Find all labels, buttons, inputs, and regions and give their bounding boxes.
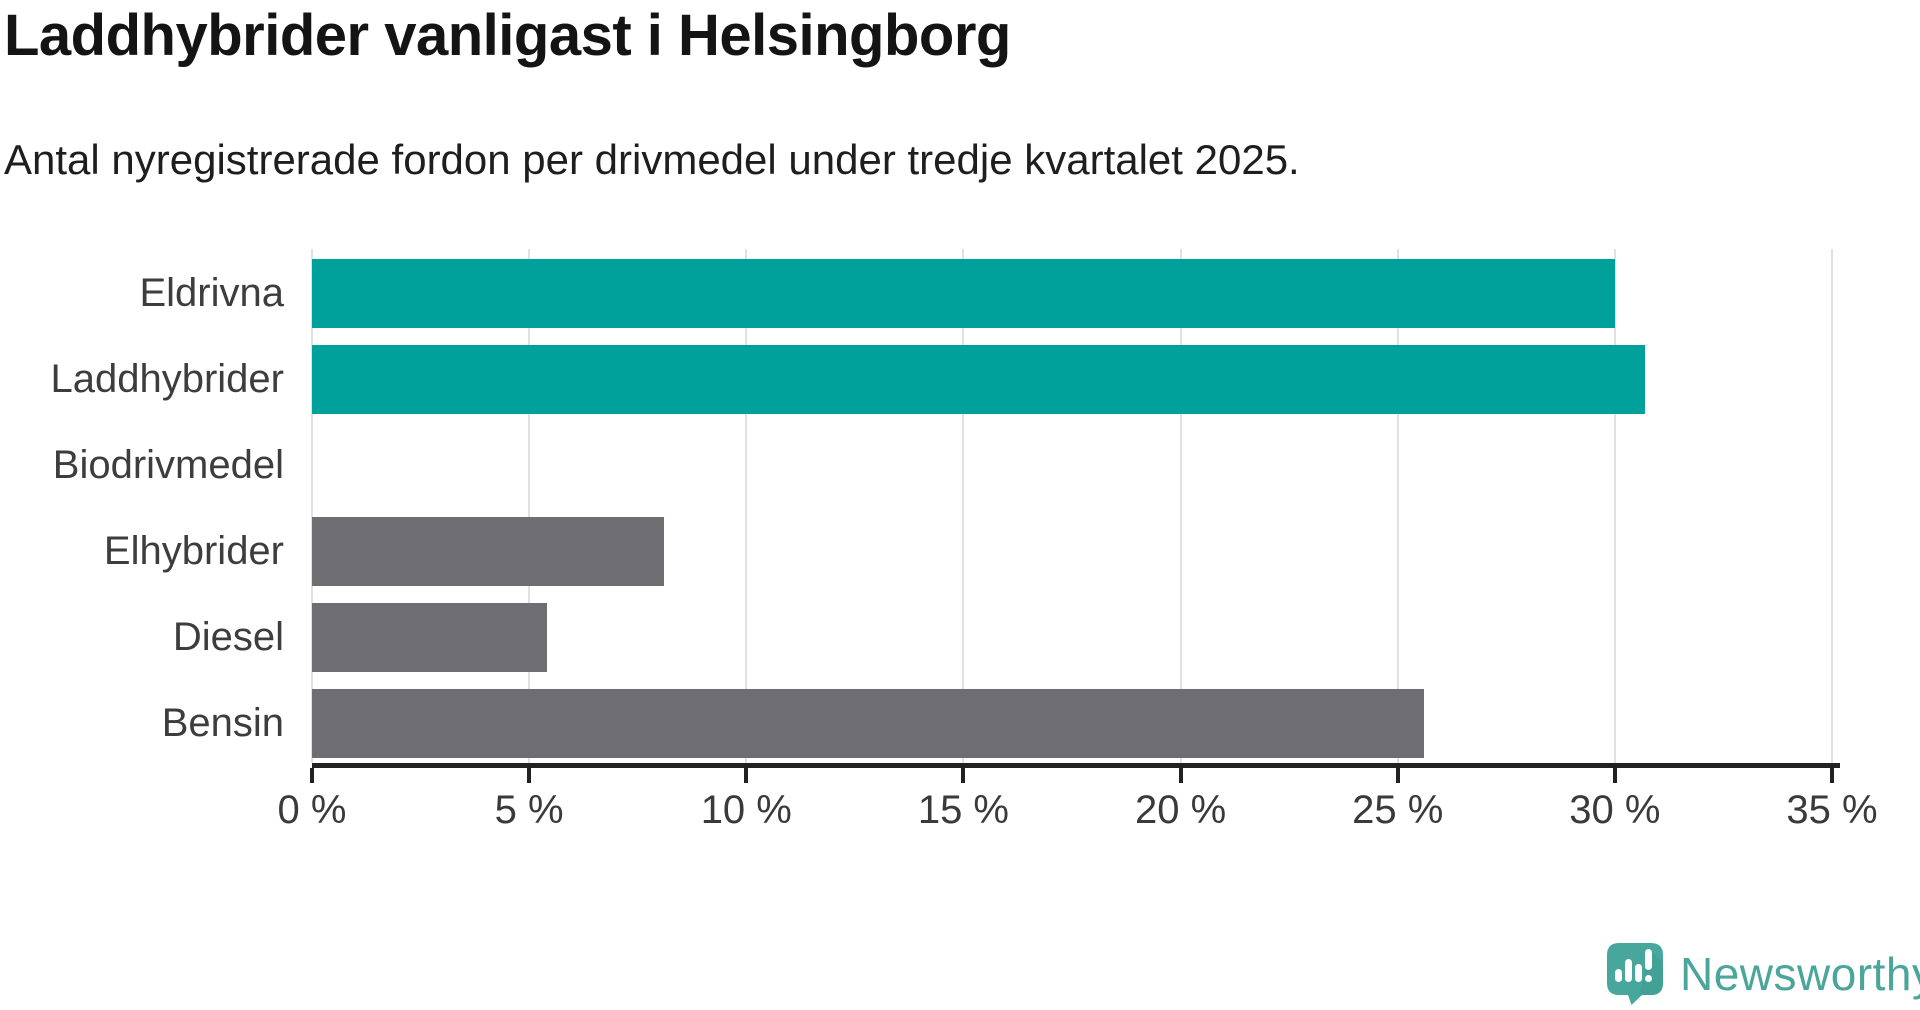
gridline (1179, 249, 1182, 763)
gridline (1613, 249, 1616, 763)
x-tick-mark (1178, 768, 1183, 783)
x-tick-label: 35 % (1786, 788, 1878, 832)
bar-laddhybrider (312, 345, 1646, 414)
logo-bubble-shade (1639, 951, 1663, 995)
x-tick-label: 15 % (917, 788, 1009, 832)
category-labels: Eldrivna Laddhybrider Biodrivmedel Elhybrid… (0, 0, 285, 1010)
x-tick-label: 25 % (1352, 788, 1444, 832)
x-tick-mark (527, 768, 532, 783)
gridline (1396, 249, 1399, 763)
x-tick-mark (744, 768, 749, 783)
logo-exclamation-dot (1645, 975, 1652, 982)
category-label: Laddhybrider (50, 357, 285, 401)
gridline (528, 249, 531, 763)
logo-bar-2 (1625, 959, 1632, 982)
newsworthy-logo-text: Newsworthy (1680, 948, 1920, 1000)
bar-diesel (312, 603, 547, 672)
x-tick-mark (1395, 768, 1400, 783)
chart-title: Laddhybrider vanligast i Helsingborg (4, 3, 1011, 68)
bar-bensin (312, 689, 1424, 758)
bar-eldrivna (312, 259, 1615, 328)
category-label: Elhybrider (103, 529, 284, 573)
x-tick-label: 5 % (494, 788, 564, 832)
plot-area (311, 249, 1833, 763)
gridline (745, 249, 748, 763)
x-tick-mark (961, 768, 966, 783)
x-tick-mark (310, 768, 314, 783)
x-tick-mark (1612, 768, 1617, 783)
logo-exclamation-stem (1645, 949, 1652, 970)
bar-elhybrider (312, 517, 664, 586)
gridline (1831, 249, 1833, 763)
x-tick-label: 30 % (1569, 788, 1661, 832)
category-label: Diesel (172, 615, 284, 659)
category-label: Biodrivmedel (52, 443, 284, 487)
x-tick-label: 20 % (1134, 788, 1227, 832)
x-tick-label: 10 % (700, 788, 792, 832)
newsworthy-logo-icon (1607, 943, 1663, 1005)
gridline (962, 249, 965, 763)
logo-bar-3 (1635, 964, 1642, 982)
category-label: Eldrivna (139, 271, 284, 315)
x-axis-line (312, 763, 1840, 768)
newsworthy-logo: Newsworthy (1606, 942, 1920, 1006)
chart-subtitle: Antal nyregistrerade fordon per drivmede… (4, 136, 1300, 183)
x-tick-label: 0 % (277, 788, 347, 832)
gridline (311, 249, 313, 763)
category-label: Bensin (161, 701, 284, 745)
x-tick-mark (1830, 768, 1834, 783)
logo-bar-1 (1615, 969, 1622, 982)
